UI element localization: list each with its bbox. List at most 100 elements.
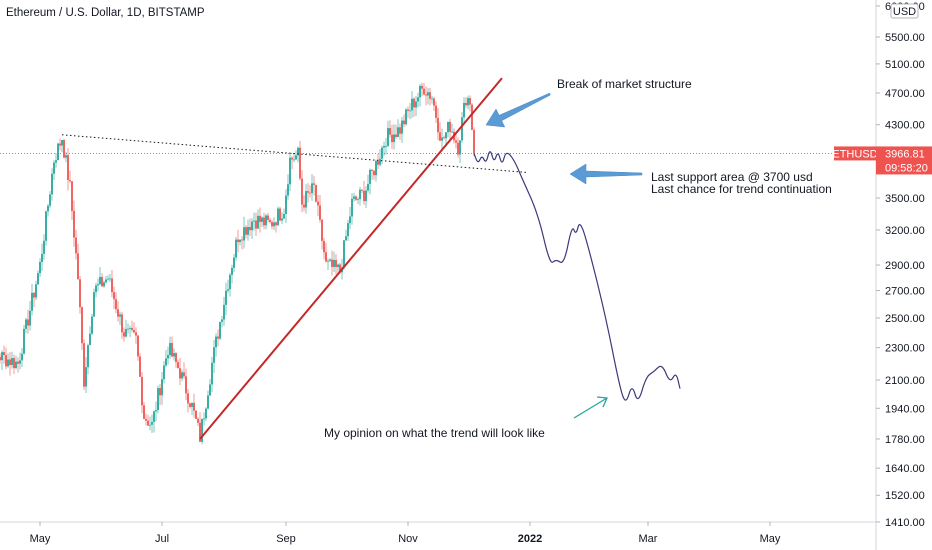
candle-body [443,137,445,139]
candle-body [15,361,17,369]
candle-body [175,353,177,363]
candle-body [209,384,211,396]
candle-body [247,226,249,235]
price-tag [876,146,932,175]
candle-body [401,120,403,134]
candle-body [397,127,399,137]
y-tick-label: 1640.00 [885,463,925,475]
candle-body [229,274,231,290]
projection-path[interactable] [473,151,681,401]
candle-body [305,191,307,208]
candle-body [323,240,325,253]
candle-body [451,131,453,133]
candle-body [251,221,253,231]
candle-body [19,360,21,364]
candle-body [187,393,189,404]
candle-body [309,192,311,194]
candle-body [325,252,327,262]
candle-body [457,142,459,155]
opinion-arrow-head[interactable] [596,396,608,408]
candle-body [103,282,105,287]
candle-body [109,278,111,280]
y-tick-label: 5100.00 [885,59,925,71]
candle-body [259,215,261,222]
candle-body [13,358,15,369]
candle-body [381,147,383,159]
candle-body [111,278,113,293]
x-tick-label: May [30,533,51,545]
opinion-arrow-shaft[interactable] [573,397,608,419]
candle-body [11,358,13,366]
candle-body [417,97,419,102]
x-tick-label: 2022 [518,533,542,545]
candle-body [233,257,235,268]
candle-body [123,332,125,337]
candle-body [307,191,309,193]
currency-badge[interactable] [890,3,919,19]
candle-body [379,158,381,165]
candle-body [277,208,279,226]
candle-body [217,336,219,339]
candle-body [5,355,7,367]
candle-body [391,134,393,143]
candle-body [55,160,57,163]
y-tick-label: 5500.00 [885,32,925,44]
candle-body [313,183,315,185]
candle-body [73,210,75,238]
candle-body [321,219,323,241]
candle-body [69,180,71,182]
candle-body [201,418,203,442]
candle-body [265,215,267,226]
candle-body [369,169,371,184]
candle-body [287,184,289,196]
x-tick-label: Nov [398,533,418,545]
candle-body [141,376,143,406]
candle-body [57,143,59,161]
candle-body [407,109,409,111]
candle-body [311,183,313,194]
candle-body [133,329,135,333]
candle-body [41,253,43,263]
candle-body [185,376,187,394]
break-label: Break of market structure [557,77,692,91]
candle-body [223,304,225,320]
x-tick-label: Sep [276,533,296,545]
candle-body [7,359,9,367]
candle-body [67,155,69,181]
candle-body [105,279,107,283]
candles [0,82,475,445]
candle-body [393,134,395,143]
currency-badge-label: USD [893,6,916,18]
y-tick-label: 2100.00 [885,375,925,387]
candle-body [161,379,163,396]
candle-body [35,284,37,298]
candle-body [375,160,377,176]
candle-body [357,199,359,200]
candle-body [193,402,195,411]
candle-body [385,145,387,147]
candle-body [289,157,291,185]
candle-body [449,121,451,132]
candle-body [145,418,147,421]
candle-body [413,98,415,108]
support-arrow[interactable] [569,163,643,185]
candle-body [399,127,401,134]
candle-body [431,98,433,100]
candle-body [441,137,443,141]
candle-body [179,368,181,379]
x-tick-label: May [760,533,781,545]
candle-body [93,292,95,317]
candle-body [121,314,123,333]
candle-body [129,327,131,329]
candle-body [303,204,305,208]
y-tick-label: 2700.00 [885,286,925,298]
y-tick-label: 2300.00 [885,343,925,355]
candle-body [425,94,427,96]
candle-body [163,365,165,380]
break-arrow[interactable] [485,92,551,128]
candle-body [119,314,121,317]
candle-body [297,147,299,156]
uptrend-line[interactable] [199,77,503,440]
candle-body [153,411,155,422]
